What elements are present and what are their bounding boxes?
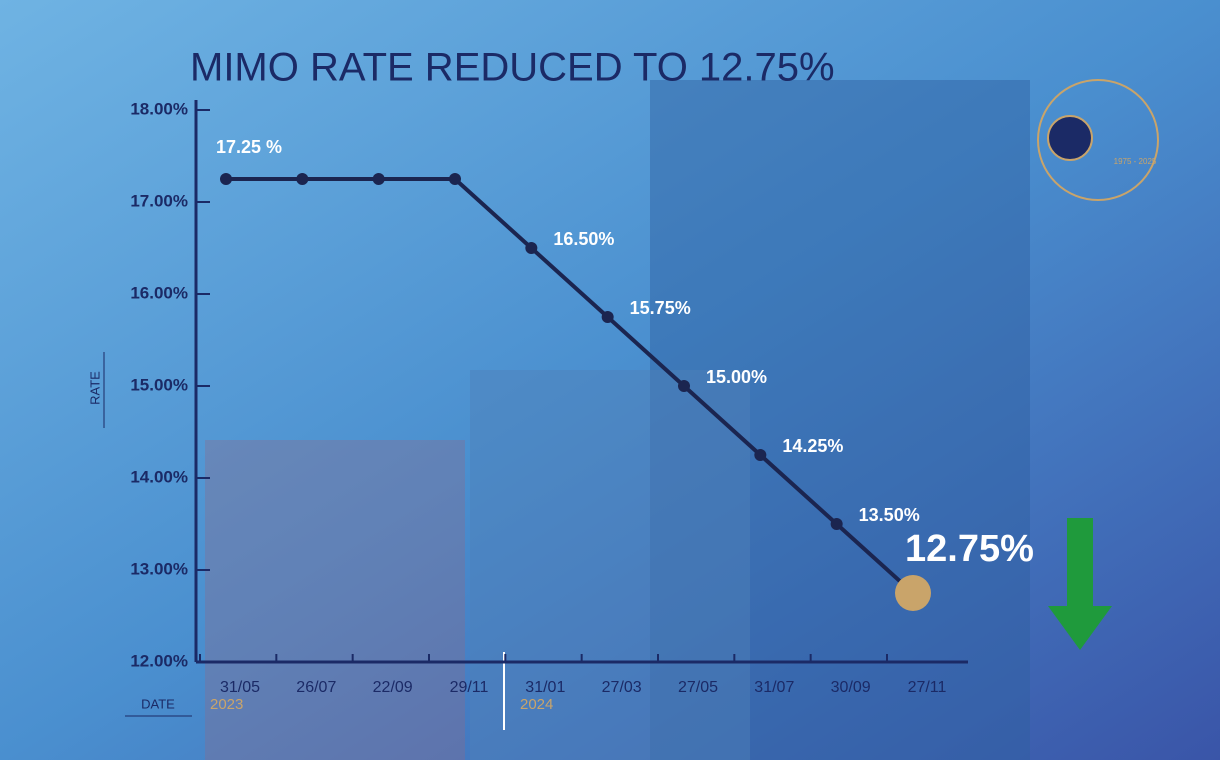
year-label: 2023	[210, 696, 243, 713]
chart-title: MIMO RATE REDUCED TO 12.75%	[190, 46, 835, 90]
y-tick-label: 18.00%	[130, 99, 188, 118]
logo-ring	[1037, 79, 1159, 201]
value-label: 15.00%	[706, 367, 767, 387]
y-tick-label: 15.00%	[130, 375, 188, 394]
x-tick-label: 27/11	[908, 679, 947, 696]
y-axis-label: RATE	[87, 371, 102, 405]
marker	[372, 173, 385, 185]
y-tick-label: 14.00%	[130, 467, 188, 486]
x-tick-label: 31/01	[525, 679, 565, 696]
x-tick-label: 22/09	[373, 679, 413, 696]
value-label: 15.75%	[630, 298, 691, 318]
y-tick-label: 16.00%	[130, 283, 188, 302]
marker	[754, 449, 767, 461]
logo-seal	[1047, 115, 1093, 161]
y-tick-label: 13.00%	[130, 559, 188, 578]
x-tick-label: 26/07	[296, 679, 336, 696]
value-label: 17.25 %	[216, 137, 282, 157]
x-tick-label: 30/09	[831, 679, 871, 696]
x-tick-label: 31/07	[754, 679, 794, 696]
marker	[830, 518, 843, 530]
y-tick-label: 12.00%	[130, 651, 188, 670]
down-arrow	[1048, 518, 1112, 650]
marker	[296, 173, 309, 185]
x-axis-label: DATE	[141, 696, 175, 711]
value-label: 14.25%	[782, 436, 843, 456]
highlight-marker	[895, 575, 931, 611]
x-tick-label: 27/03	[602, 679, 642, 696]
building	[470, 370, 750, 760]
year-label: 2024	[520, 696, 553, 713]
y-tick-label: 17.00%	[130, 191, 188, 210]
logo-years: 1975 - 2025	[1114, 157, 1157, 166]
marker	[449, 173, 461, 185]
value-label: 13.50%	[859, 505, 920, 525]
marker	[220, 173, 232, 185]
marker	[525, 242, 538, 254]
x-tick-label: 29/11	[450, 679, 489, 696]
marker	[601, 311, 614, 323]
highlight-label: 12.75%	[905, 528, 1034, 570]
marker	[678, 380, 690, 392]
x-tick-label: 31/05	[220, 679, 260, 696]
building	[650, 80, 1030, 760]
building	[205, 440, 465, 760]
x-tick-label: 27/05	[678, 679, 718, 696]
line	[226, 177, 915, 595]
value-label: 16.50%	[553, 229, 614, 249]
